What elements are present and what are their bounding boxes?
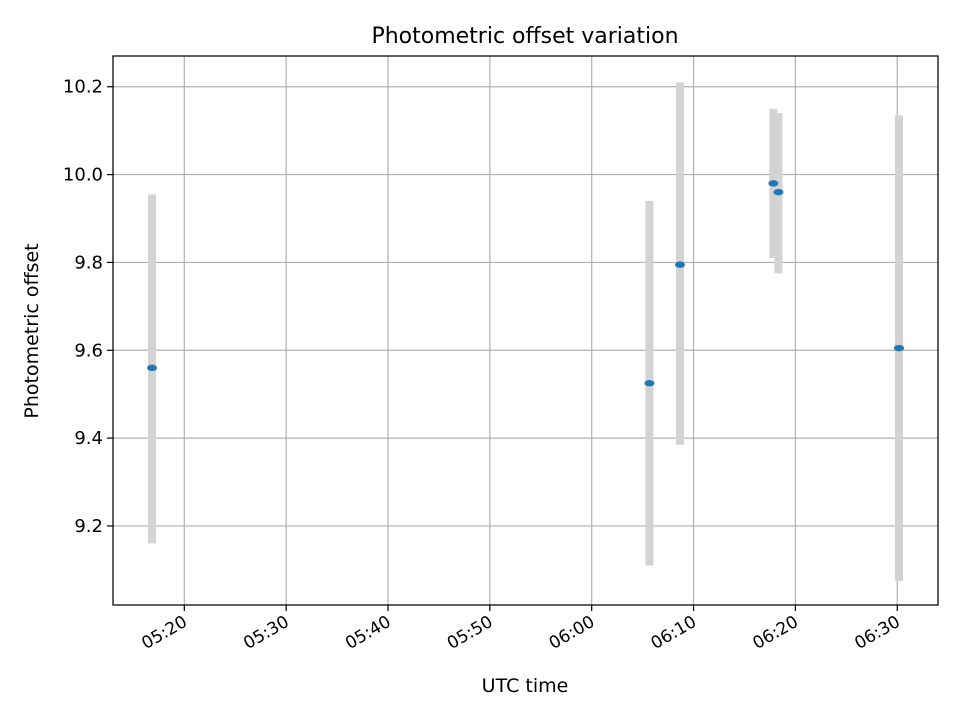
marker-layer bbox=[147, 180, 904, 387]
y-tick-label: 10.2 bbox=[63, 77, 103, 98]
y-tick-label: 9.8 bbox=[74, 252, 103, 273]
y-axis-label: Photometric offset bbox=[21, 243, 43, 418]
y-tick-label: 9.6 bbox=[74, 340, 103, 361]
data-point bbox=[644, 380, 655, 387]
chart-title: Photometric offset variation bbox=[371, 24, 678, 49]
data-point bbox=[674, 261, 685, 268]
data-point bbox=[893, 344, 904, 352]
data-point bbox=[768, 180, 779, 187]
grid-layer bbox=[113, 56, 938, 605]
data-point bbox=[147, 364, 158, 372]
y-tick-label: 9.2 bbox=[74, 516, 103, 537]
x-axis-label: UTC time bbox=[482, 675, 569, 697]
y-tick-label: 9.4 bbox=[74, 428, 103, 449]
plot-frame bbox=[112, 55, 939, 606]
y-tick-label: 10.0 bbox=[63, 165, 103, 186]
data-point bbox=[773, 188, 784, 196]
